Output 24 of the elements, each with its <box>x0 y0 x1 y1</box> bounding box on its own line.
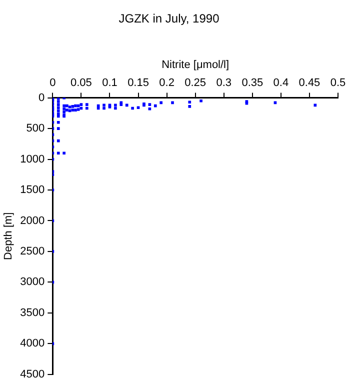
x-axis-title: Nitrite [μmol/l] <box>162 59 230 72</box>
x-tick-label: 0.25 <box>184 77 206 90</box>
y-axis-title: Depth [m] <box>2 212 15 260</box>
y-tick-label: 2000 <box>20 214 45 227</box>
x-tick-label: 0.2 <box>159 77 174 90</box>
y-tick-label: 3000 <box>20 276 45 288</box>
y-tick-label: 4000 <box>20 338 45 350</box>
y-tick-label: 2500 <box>20 246 45 258</box>
x-tick-label: 0 <box>50 77 56 90</box>
y-tick-label: 4500 <box>20 368 45 380</box>
y-tick-label: 1500 <box>20 184 45 196</box>
x-tick-label: 0.1 <box>102 77 118 90</box>
y-tick-label: 500 <box>26 122 45 135</box>
x-tick-label: 0.05 <box>70 77 92 90</box>
x-tick-label: 0.45 <box>298 77 320 90</box>
x-tick-label: 0.15 <box>128 77 149 90</box>
y-tick-label: 1000 <box>20 153 45 166</box>
x-tick-label: 0.35 <box>242 77 264 90</box>
x-tick-label: 0.4 <box>273 77 289 90</box>
y-tick-label: 0 <box>38 92 45 104</box>
x-tick-label: 0.5 <box>330 77 346 90</box>
y-tick-label: 3500 <box>20 306 45 319</box>
chart-title: JGZK in July, 1990 <box>118 12 220 26</box>
x-tick-label: 0.3 <box>216 77 232 90</box>
